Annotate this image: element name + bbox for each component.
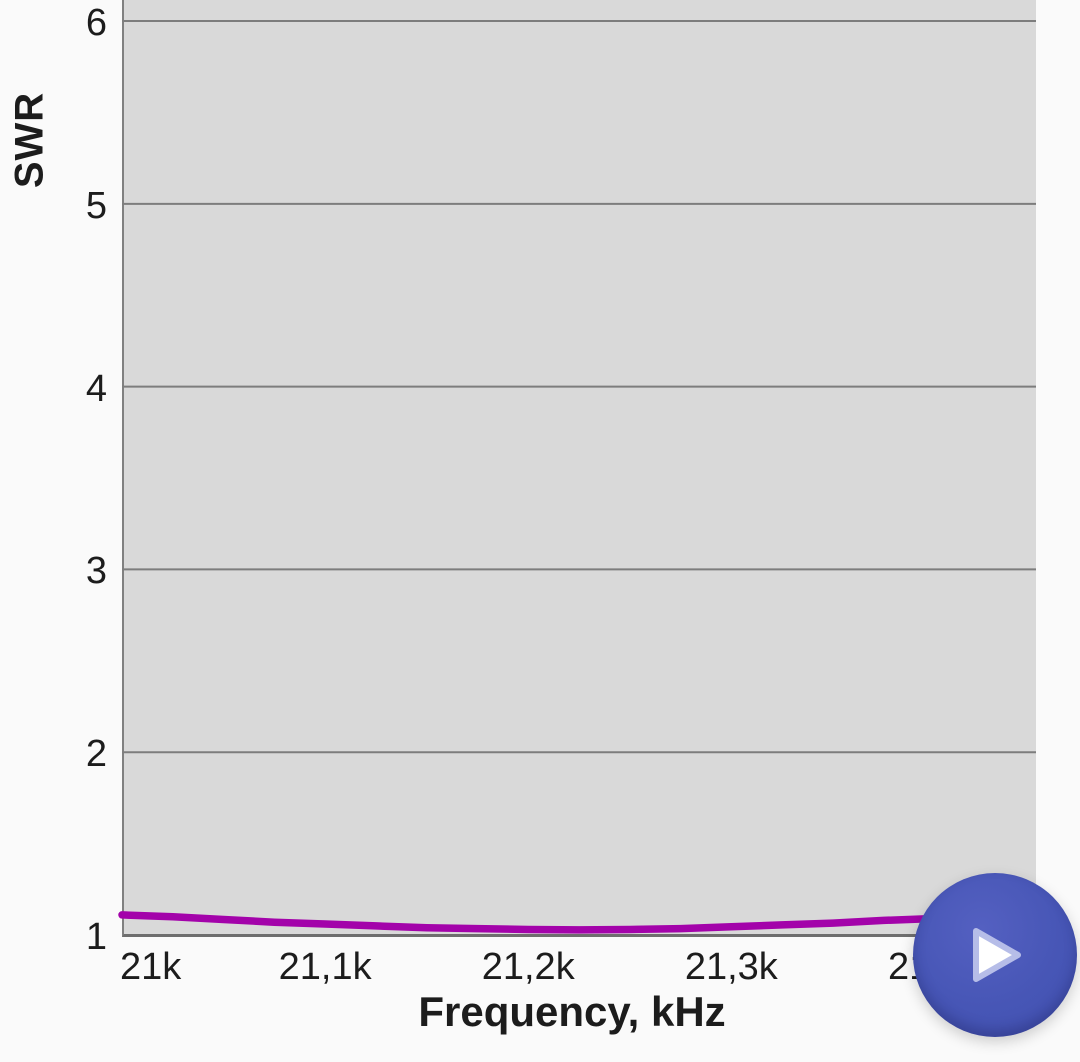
swr-curve <box>118 911 1040 934</box>
x-tick-label: 21,1k <box>278 946 372 988</box>
play-icon <box>973 928 1021 982</box>
x-axis-title: Frequency, kHz <box>418 988 726 1035</box>
x-tick-label: 21k <box>120 946 182 988</box>
y-tick-label: 5 <box>85 184 107 227</box>
swr-curve-canvas <box>118 20 1040 934</box>
x-tick-label: 21,3k <box>684 946 778 988</box>
x-tick-label: 21,2k <box>481 946 575 988</box>
y-tick-label: 1 <box>85 916 107 958</box>
y-axis-labels: 1 2 3 4 5 6 <box>0 0 107 962</box>
y-tick-label: 3 <box>85 550 107 593</box>
chart-plot-area[interactable] <box>118 0 1040 937</box>
y-tick-label: 2 <box>85 733 107 776</box>
y-tick-label: 4 <box>85 367 107 410</box>
play-scan-button[interactable] <box>913 873 1077 1037</box>
y-tick-label: 6 <box>85 2 107 45</box>
